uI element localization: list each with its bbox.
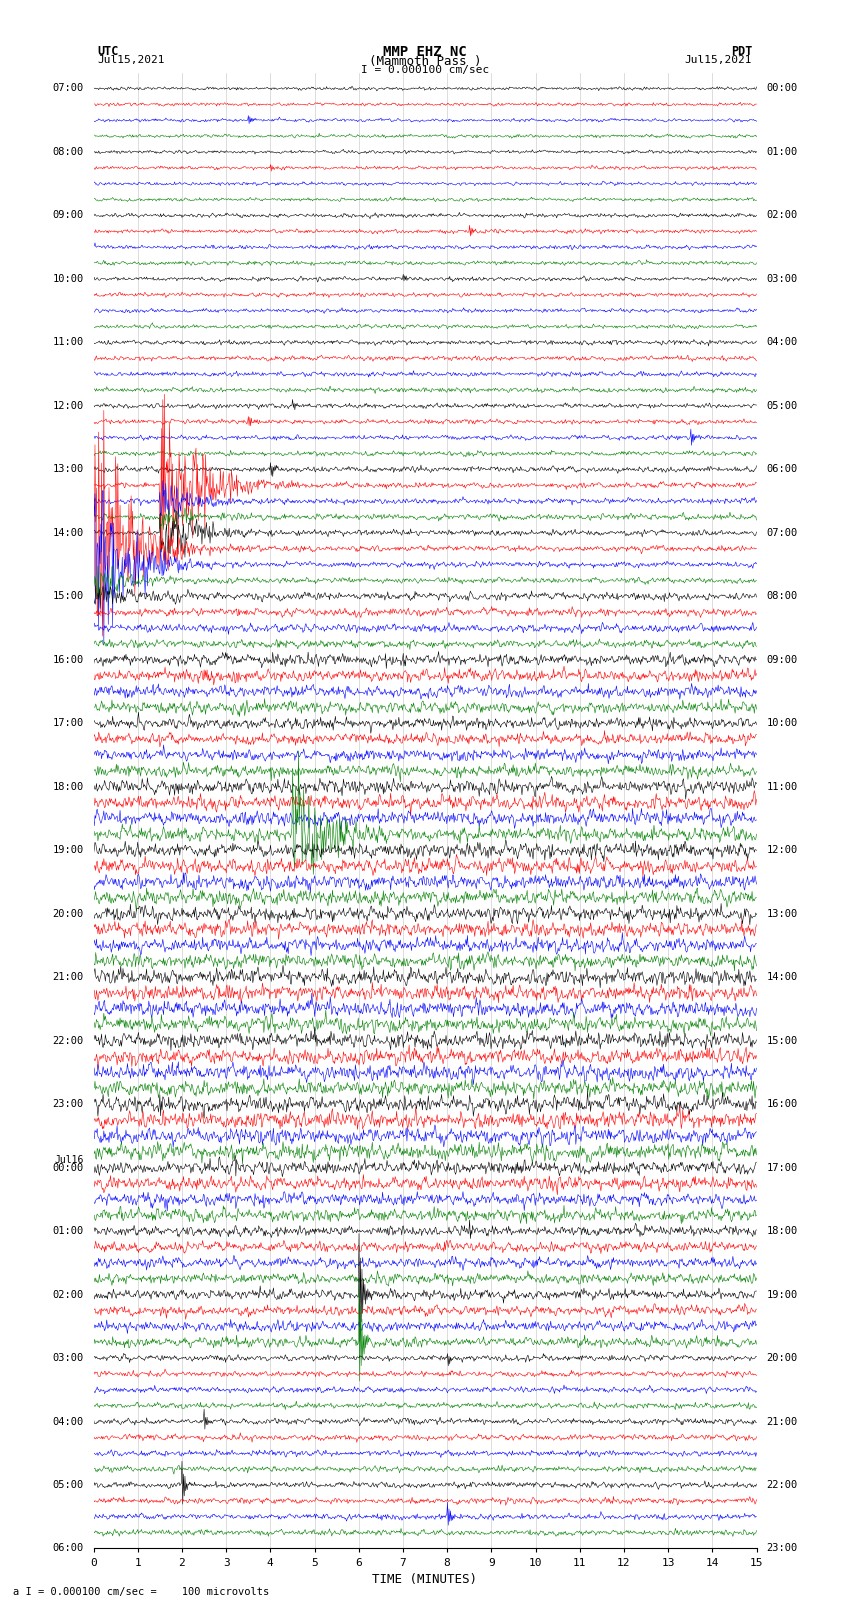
- Text: UTC: UTC: [98, 45, 119, 58]
- Text: 09:00: 09:00: [53, 210, 83, 221]
- Text: 22:00: 22:00: [53, 1036, 83, 1045]
- Text: 18:00: 18:00: [767, 1226, 797, 1236]
- Text: 15:00: 15:00: [53, 592, 83, 602]
- Text: 14:00: 14:00: [53, 527, 83, 537]
- Text: 00:00: 00:00: [767, 84, 797, 94]
- Text: 04:00: 04:00: [767, 337, 797, 347]
- Text: 08:00: 08:00: [53, 147, 83, 156]
- Text: 12:00: 12:00: [767, 845, 797, 855]
- Text: 11:00: 11:00: [53, 337, 83, 347]
- Text: 21:00: 21:00: [53, 973, 83, 982]
- Text: 09:00: 09:00: [767, 655, 797, 665]
- Text: 14:00: 14:00: [767, 973, 797, 982]
- Text: 04:00: 04:00: [53, 1416, 83, 1426]
- Text: 17:00: 17:00: [767, 1163, 797, 1173]
- Text: 20:00: 20:00: [767, 1353, 797, 1363]
- Text: 19:00: 19:00: [767, 1289, 797, 1300]
- Text: 12:00: 12:00: [53, 402, 83, 411]
- Text: 01:00: 01:00: [767, 147, 797, 156]
- Text: a I = 0.000100 cm/sec =    100 microvolts: a I = 0.000100 cm/sec = 100 microvolts: [13, 1587, 269, 1597]
- Text: Jul15,2021: Jul15,2021: [98, 55, 165, 65]
- Text: 16:00: 16:00: [53, 655, 83, 665]
- Text: MMP EHZ NC: MMP EHZ NC: [383, 45, 467, 60]
- Text: 06:00: 06:00: [53, 1544, 83, 1553]
- Text: 10:00: 10:00: [53, 274, 83, 284]
- Text: 10:00: 10:00: [767, 718, 797, 727]
- Text: 22:00: 22:00: [767, 1481, 797, 1490]
- Text: 02:00: 02:00: [53, 1289, 83, 1300]
- Text: 13:00: 13:00: [53, 465, 83, 474]
- Text: Jul15,2021: Jul15,2021: [685, 55, 752, 65]
- Text: 03:00: 03:00: [53, 1353, 83, 1363]
- Text: 01:00: 01:00: [53, 1226, 83, 1236]
- Text: PDT: PDT: [731, 45, 752, 58]
- Text: 11:00: 11:00: [767, 782, 797, 792]
- Text: 07:00: 07:00: [53, 84, 83, 94]
- Text: 17:00: 17:00: [53, 718, 83, 727]
- Text: 23:00: 23:00: [767, 1544, 797, 1553]
- Text: 02:00: 02:00: [767, 210, 797, 221]
- Text: 20:00: 20:00: [53, 908, 83, 919]
- X-axis label: TIME (MINUTES): TIME (MINUTES): [372, 1573, 478, 1586]
- Text: 21:00: 21:00: [767, 1416, 797, 1426]
- Text: 08:00: 08:00: [767, 592, 797, 602]
- Text: 00:00: 00:00: [53, 1163, 83, 1173]
- Text: Jul16: Jul16: [54, 1155, 83, 1165]
- Text: 13:00: 13:00: [767, 908, 797, 919]
- Text: 23:00: 23:00: [53, 1098, 83, 1110]
- Text: 03:00: 03:00: [767, 274, 797, 284]
- Text: 18:00: 18:00: [53, 782, 83, 792]
- Text: 07:00: 07:00: [767, 527, 797, 537]
- Text: (Mammoth Pass ): (Mammoth Pass ): [369, 55, 481, 68]
- Text: 16:00: 16:00: [767, 1098, 797, 1110]
- Text: 05:00: 05:00: [767, 402, 797, 411]
- Text: 05:00: 05:00: [53, 1481, 83, 1490]
- Text: 06:00: 06:00: [767, 465, 797, 474]
- Text: I = 0.000100 cm/sec: I = 0.000100 cm/sec: [361, 65, 489, 74]
- Text: 15:00: 15:00: [767, 1036, 797, 1045]
- Text: 19:00: 19:00: [53, 845, 83, 855]
